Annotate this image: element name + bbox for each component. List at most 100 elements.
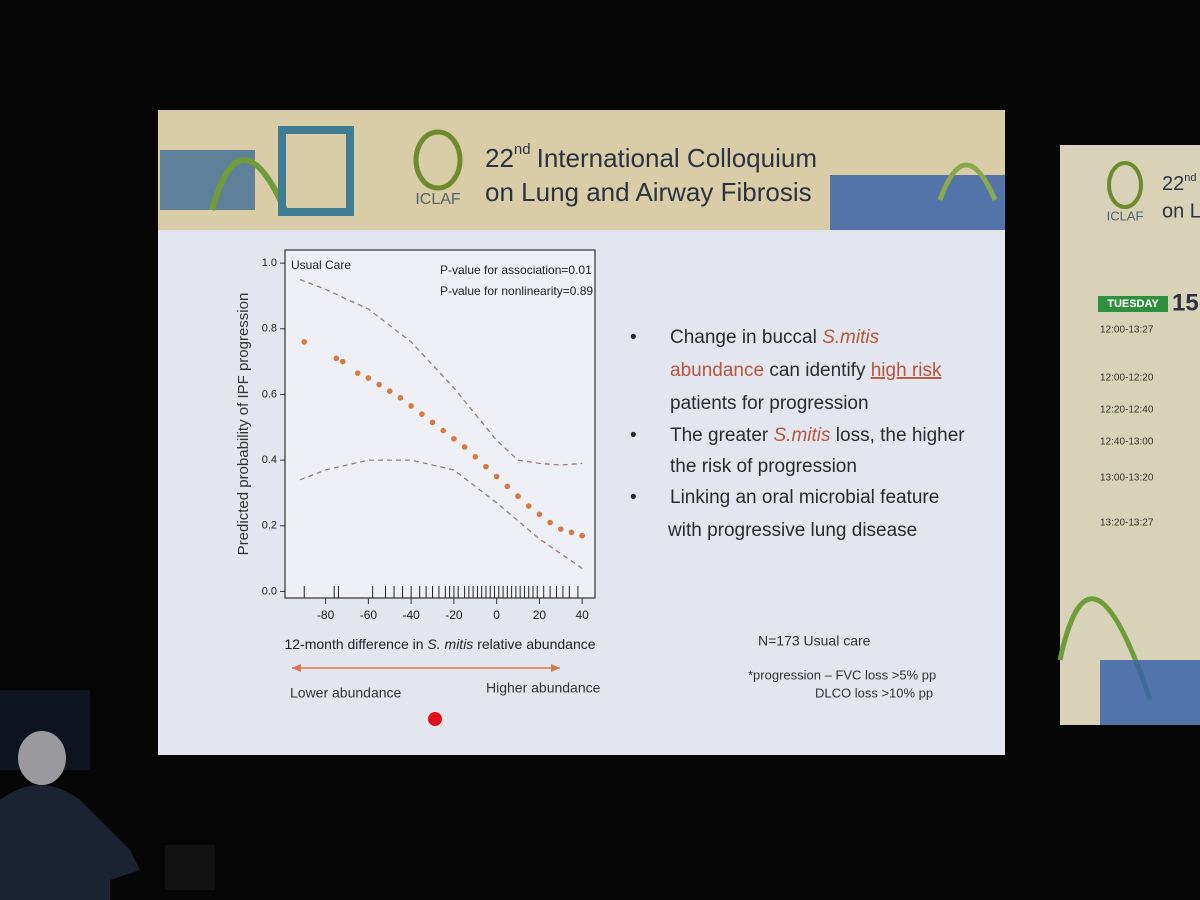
side-screen: ICLAF 22nd on L TUESDAY 15 12:00-13:27 1…	[1057, 145, 1200, 725]
y-tick-label: 0.2	[262, 520, 277, 532]
data-point	[579, 532, 585, 539]
data-point	[536, 511, 543, 518]
y-tick-label: 1.0	[262, 257, 277, 269]
side-building	[1100, 660, 1200, 725]
title-line1: International Colloquium	[537, 143, 817, 173]
bullet-line: Change in buccal S.mitis	[670, 327, 880, 348]
data-point	[461, 444, 468, 450]
bullet-text: loss, the higher	[831, 425, 966, 446]
time: 12:20-12:40	[1100, 405, 1154, 416]
logo-text: ICLAF	[415, 191, 461, 208]
schedule: 12:00-13:27 12:00-12:20 12:20-12:40 12:4…	[1100, 325, 1154, 529]
day: TUESDAY	[1107, 298, 1159, 310]
slide: ICLAF 22nd International Colloquium on Lu…	[158, 110, 1005, 755]
data-point	[451, 435, 457, 442]
bullet-line: with progressive lung disease	[667, 520, 917, 541]
data-point	[429, 419, 436, 426]
side-title-fragment: on L	[1162, 200, 1200, 222]
time: 12:00-12:20	[1100, 373, 1154, 384]
side-title-number: 22	[1162, 173, 1184, 195]
x-tick-label: 20	[533, 608, 547, 622]
data-point	[365, 375, 372, 381]
data-point	[354, 370, 361, 376]
data-point	[376, 381, 382, 388]
arrow-label-left: Lower abundance	[290, 685, 402, 701]
y-axis-label: Predicted probability of IPF progression	[235, 293, 252, 556]
data-point	[339, 358, 346, 365]
header-title-line2: on Lung and Airway Fibrosis	[485, 177, 812, 207]
day-badge	[1098, 296, 1168, 312]
y-tick-label: 0.4	[262, 454, 277, 466]
data-point	[493, 473, 500, 480]
bullet-line: the risk of progression	[670, 456, 857, 477]
side-logo: ICLAF	[1107, 208, 1144, 223]
data-point	[568, 529, 575, 536]
data-point	[547, 519, 553, 526]
time: 12:40-13:00	[1100, 437, 1154, 448]
presenter-head	[18, 731, 66, 785]
date: 15	[1172, 289, 1199, 316]
data-point	[525, 503, 532, 509]
confidence-line	[299, 459, 583, 569]
note: N=173 Usual care	[758, 633, 871, 649]
header-title: 22nd International Colloquium	[485, 141, 817, 173]
banner-building-right	[830, 175, 1005, 230]
banner-gate	[278, 126, 354, 216]
bullet-list: • Change in buccal S.mitis abundance can…	[630, 327, 965, 541]
laptop	[165, 845, 215, 890]
data-point	[386, 388, 393, 394]
data-point	[333, 355, 340, 362]
x-tick-label: -60	[360, 608, 378, 622]
x-tick-label: 40	[575, 608, 589, 622]
x-tick-label: -80	[317, 608, 335, 622]
y-tick-label: 0.0	[262, 585, 277, 597]
x-axis-label-part: 12-month difference in	[284, 636, 427, 652]
bullet-highlight: abundance	[670, 360, 764, 381]
y-tick-label: 0.6	[262, 388, 277, 400]
time: 13:00-13:20	[1100, 473, 1154, 484]
data-point	[408, 403, 414, 409]
bullet-highlight: S.mitis	[822, 327, 880, 348]
bullet-line: patients for progression	[670, 393, 869, 414]
side-title-sup: nd	[1184, 172, 1196, 184]
bullet-line: The greater S.mitis loss, the higher	[670, 425, 965, 446]
panel-label: Usual Care	[291, 258, 351, 272]
bullet-line: abundance can identify high risk	[670, 360, 942, 381]
laser-dot	[428, 712, 442, 726]
x-tick-label: -40	[402, 608, 420, 622]
presenter-body	[0, 785, 140, 900]
x-tick-label: 0	[493, 608, 500, 622]
banner-arch-right	[937, 162, 998, 201]
data-point	[472, 454, 479, 460]
time: 13:20-13:27	[1100, 518, 1154, 529]
data-point	[397, 394, 404, 401]
x-axis-label: 12-month difference in S. mitis relative…	[284, 636, 595, 652]
data-point	[483, 463, 489, 470]
x-tick-label: -20	[445, 608, 463, 622]
annotation: P-value for association=0.01	[440, 263, 592, 277]
bullet-dot: •	[630, 425, 637, 446]
title-number: 22	[485, 143, 514, 173]
logo-lungs	[413, 129, 463, 191]
plot-frame	[284, 249, 596, 599]
bullet-highlight: high risk	[871, 360, 942, 381]
annotation: P-value for nonlinearity=0.89	[440, 284, 593, 298]
arrow-label-right: Higher abundance	[486, 680, 601, 696]
bullet-text: Change in buccal	[670, 327, 822, 348]
bullet-dot: •	[630, 327, 637, 348]
note: *progression – FVC loss >5% pp	[748, 667, 936, 682]
bullet-text: The greater	[670, 425, 774, 446]
data-point	[301, 339, 308, 345]
data-point	[419, 411, 425, 417]
y-tick-label: 0.8	[262, 323, 277, 335]
side-title: 22nd	[1162, 172, 1197, 195]
data-point	[557, 526, 564, 532]
confidence-line	[299, 278, 583, 466]
bullet-dot: •	[630, 487, 637, 508]
data-point	[515, 493, 521, 500]
bullet-highlight: S.mitis	[774, 425, 832, 446]
banner-arch-green	[209, 157, 288, 212]
chart: Usual Care P-value for association=0.01 P-…	[235, 249, 596, 652]
